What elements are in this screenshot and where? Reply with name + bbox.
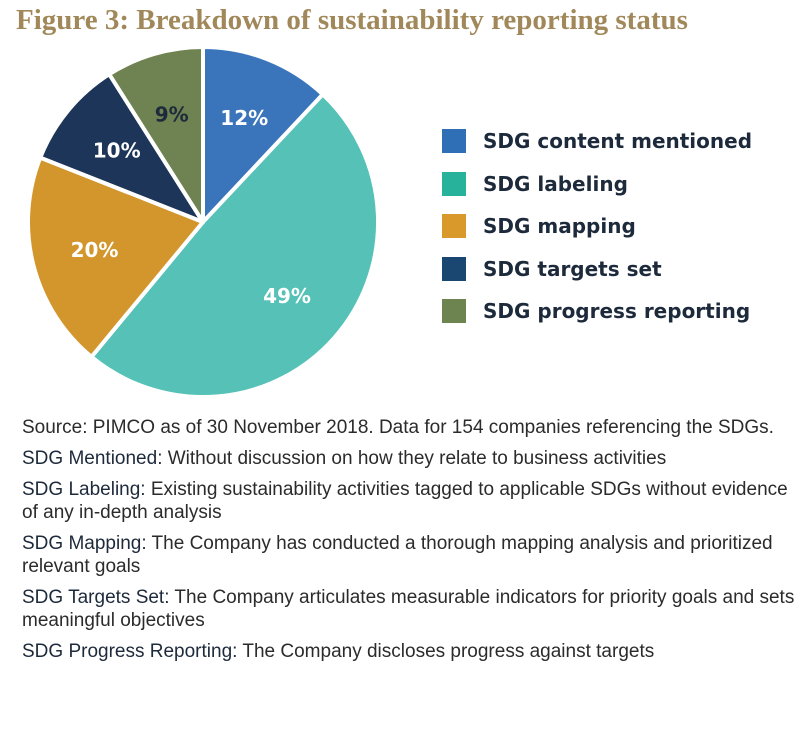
- legend-item-sdg-targets-set: SDG targets set: [442, 248, 752, 291]
- legend-label: SDG content mentioned: [483, 129, 753, 154]
- data-label-sdg-labeling: 49%: [263, 284, 311, 308]
- legend-swatch: [442, 299, 466, 324]
- chart-legend: SDG content mentioned SDG labeling SDG map…: [442, 120, 752, 333]
- definition-term: SDG Mapping: [22, 533, 142, 554]
- data-label-sdg-content-mentioned: 12%: [220, 106, 268, 130]
- figure-title: Figure 3: Breakdown of sustainability re…: [16, 4, 688, 36]
- definition-separator: :: [164, 587, 170, 608]
- legend-label: SDG labeling: [483, 171, 628, 196]
- legend-label: SDG targets set: [483, 256, 662, 281]
- definition-term: SDG Labeling: [22, 479, 141, 500]
- definition-separator: :: [157, 448, 163, 469]
- definition-text: The Company articulates measurable indic…: [22, 587, 795, 631]
- definition-term: SDG Targets Set: [22, 587, 165, 608]
- definition-separator: :: [140, 479, 146, 500]
- legend-item-sdg-content-mentioned: SDG content mentioned: [442, 120, 752, 163]
- definition-text: The Company discloses progress against t…: [237, 641, 655, 662]
- definition-sdg-mentioned: SDG Mentioned: Without discussion on how…: [22, 447, 802, 470]
- pie-slice-sdg-targets-set: [38, 72, 205, 224]
- data-label-sdg-targets-set: 10%: [93, 139, 141, 163]
- definitions-list: SDG Mentioned: Without discussion on how…: [22, 447, 802, 663]
- pie-slice-sdg-labeling: [89, 92, 381, 400]
- legend-swatch: [442, 129, 466, 154]
- definition-term: SDG Mentioned: [22, 448, 158, 469]
- definition-text: Existing sustainability activities tagge…: [22, 479, 788, 523]
- legend-swatch: [442, 171, 466, 196]
- legend-item-sdg-labeling: SDG labeling: [442, 163, 752, 206]
- legend-label: SDG mapping: [483, 214, 636, 239]
- definition-text: Without discussion on how they relate to…: [162, 448, 667, 469]
- legend-item-sdg-progress-reporting: SDG progress reporting: [442, 290, 752, 333]
- definition-sdg-labeling: SDG Labeling: Existing sustainability ac…: [22, 478, 802, 524]
- legend-swatch: [442, 256, 466, 281]
- pie-slice-sdg-progress-reporting: [107, 45, 205, 224]
- definition-sdg-mapping: SDG Mapping: The Company has conducted a…: [22, 532, 802, 578]
- definition-sdg-progress-reporting: SDG Progress Reporting: The Company disc…: [22, 640, 802, 663]
- definition-separator: :: [141, 533, 147, 554]
- legend-label: SDG progress reporting: [483, 299, 751, 324]
- source-note: Source: PIMCO as of 30 November 2018. Da…: [22, 417, 774, 438]
- legend-item-sdg-mapping: SDG mapping: [442, 205, 752, 248]
- definition-separator: :: [232, 641, 238, 662]
- definition-term: SDG Progress Reporting: [22, 641, 233, 662]
- pie-slice-sdg-mapping: [26, 155, 205, 359]
- data-label-sdg-progress-reporting: 9%: [155, 102, 189, 126]
- definition-sdg-targets-set: SDG Targets Set: The Company articulates…: [22, 586, 802, 632]
- chart-notes: Source: PIMCO as of 30 November 2018. Da…: [22, 416, 802, 671]
- pie-chart: 12% 49% 20% 10% 9%: [26, 45, 381, 400]
- pie-slice-sdg-content-mentioned: [201, 45, 325, 224]
- legend-swatch: [442, 214, 466, 239]
- definition-text: The Company has conducted a thorough map…: [22, 533, 773, 577]
- data-label-sdg-mapping: 20%: [71, 238, 119, 262]
